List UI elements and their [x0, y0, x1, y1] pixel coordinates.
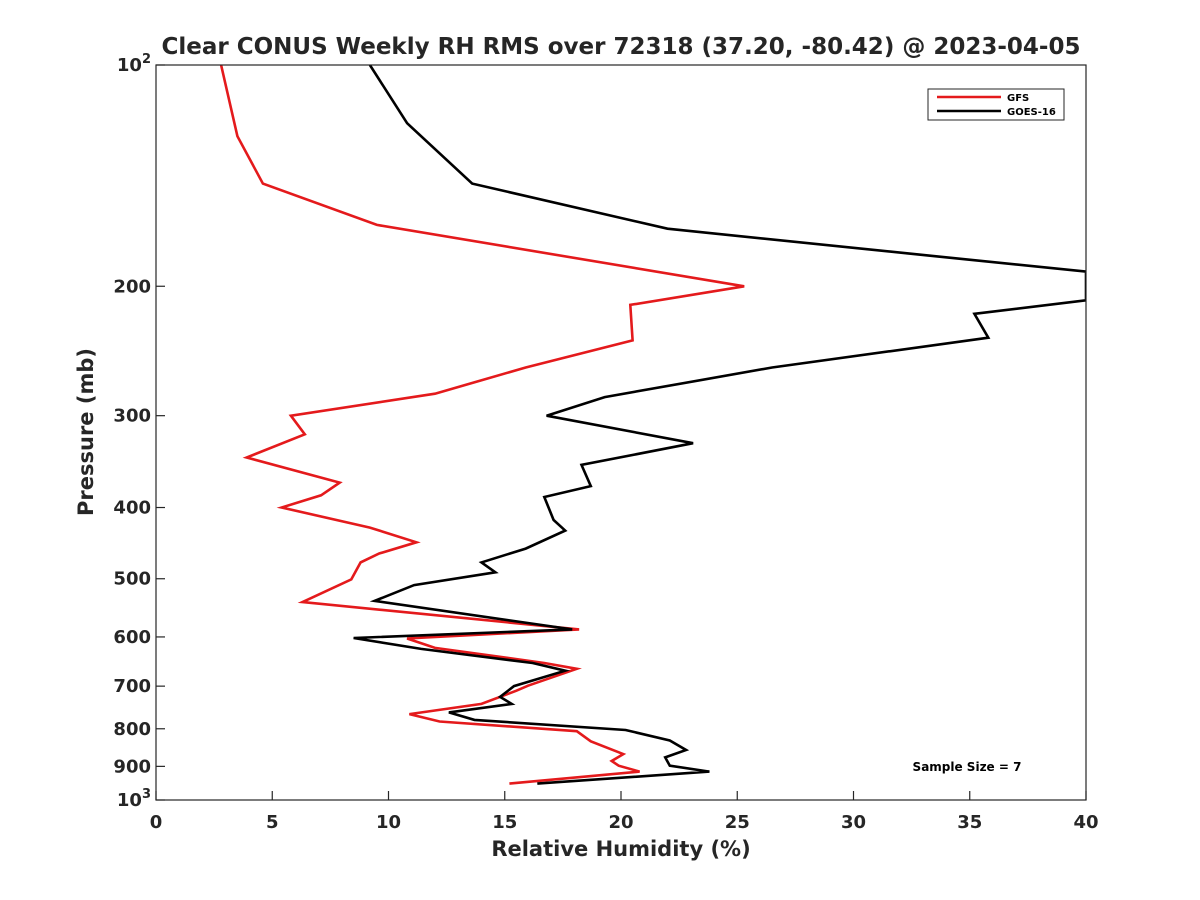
- x-tick-label: 25: [725, 812, 750, 833]
- y-tick-label: 300: [113, 406, 151, 427]
- chart-title: Clear CONUS Weekly RH RMS over 72318 (37…: [162, 34, 1081, 60]
- x-tick-label: 35: [957, 812, 982, 833]
- x-tick-label: 10: [376, 812, 401, 833]
- y-tick-label: 900: [113, 756, 151, 777]
- legend: GFS GOES-16: [927, 88, 1065, 121]
- sample-size-annotation: Sample Size = 7: [913, 760, 1022, 774]
- y-axis-label: Pressure (mb): [74, 348, 98, 516]
- x-axis-label: Relative Humidity (%): [491, 837, 750, 861]
- y-tick-label: 400: [113, 498, 151, 519]
- y-tick-label: 103: [117, 787, 151, 811]
- y-tick-label: 200: [113, 276, 151, 297]
- x-tick-label: 40: [1073, 812, 1098, 833]
- legend-entry-goes16: GOES-16: [1007, 107, 1056, 118]
- y-tick-label: 500: [113, 569, 151, 590]
- x-tick-label: 0: [150, 812, 163, 833]
- y-tick-label: 102: [117, 52, 151, 76]
- y-tick-label: 600: [113, 627, 151, 648]
- legend-box: [927, 88, 1065, 121]
- x-tick-label: 30: [841, 812, 866, 833]
- series-line-goes16: [353, 65, 1086, 785]
- x-tick-label: 15: [492, 812, 517, 833]
- x-tick-label: 5: [266, 812, 279, 833]
- legend-entry-gfs: GFS: [1007, 93, 1029, 104]
- series-line-gfs: [219, 65, 745, 785]
- y-tick-label: 700: [113, 676, 151, 697]
- y-tick-label: 800: [113, 719, 151, 740]
- x-tick-label: 20: [608, 812, 633, 833]
